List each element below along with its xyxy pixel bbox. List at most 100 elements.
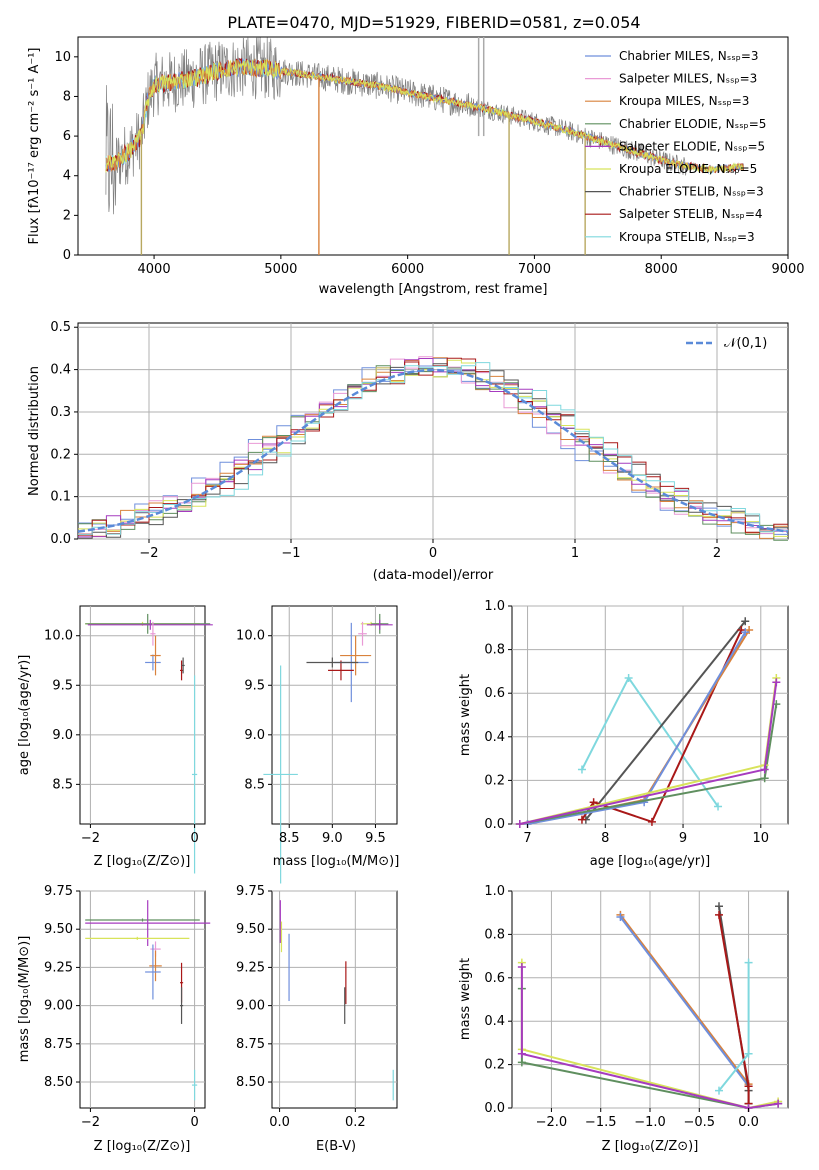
y-tick-label: 9.25 [44, 960, 73, 975]
age-vs-z-ylabel: age [log₁₀(age/yr)] [17, 655, 32, 776]
y-tick-label: 9.00 [236, 999, 265, 1014]
y-tick-label: 8.5 [244, 777, 265, 792]
legend-label-salpeter-miles: Salpeter MILES, Nₛₛₚ=3 [619, 72, 757, 86]
mass-weight-marker [714, 802, 723, 811]
x-tick-label: 0.2 [345, 1115, 366, 1130]
residual-xlabel: (data-model)/error [373, 568, 494, 583]
y-tick-label: 0.6 [484, 686, 505, 701]
mass-weight-marker [589, 798, 598, 807]
residual-ylabel: Normed distribution [27, 366, 42, 496]
y-tick-label: 0.4 [50, 363, 71, 378]
legend-label-chabrier-miles: Chabrier MILES, Nₛₛₚ=3 [619, 49, 759, 63]
age-vs-mass-panel: 8.5 9.0 9.5 8.5 9.0 9.5 10.0 mass [log₁₀(M/M⊙)… [236, 605, 400, 884]
mass-weight-marker [772, 678, 781, 687]
x-tick-label: −2 [81, 1115, 100, 1130]
y-tick-label: 10 [54, 50, 71, 65]
legend-label-kroupa-elodie: Kroupa ELODIE, Nₛₛₚ=5 [619, 162, 757, 176]
mass-vs-z-panel: −2 0 8.50 8.75 9.00 9.25 9.50 9.75 Z [log₁₀(Z/Z… [17, 884, 211, 1154]
legend-label-salpeter-elodie: Salpeter ELODIE, Nₛₛₚ=5 [619, 139, 765, 153]
y-tick-label: 10.0 [236, 629, 265, 644]
normal-curve [77, 368, 789, 533]
mass-weight-marker [715, 910, 723, 919]
mass-weight-line-kroupa-miles [619, 914, 750, 1085]
mass-weight-marker [647, 817, 656, 826]
y-tick-label: 0.4 [484, 1014, 505, 1029]
mass-weight-marker [744, 1082, 753, 1091]
mass-weight-line-kroupa-stelib [581, 675, 719, 808]
age-vs-mass-xlabel: mass [log₁₀(M/M⊙)] [273, 854, 400, 869]
mass-weight-vs-z-panel: −2.0 −1.5 −1.0 −0.5 0.0 0.0 0.2 0.4 0.6 0.8 1.0 Z … [458, 884, 789, 1154]
y-tick-label: 8.5 [52, 777, 73, 792]
mass-weight-marker [744, 958, 753, 967]
mass-weight-vs-age-panel: 7 8 9 10 0.0 0.2 0.4 0.6 0.8 1.0 age [log₁₀(age/y… [458, 599, 789, 869]
mass-weight-marker [577, 815, 586, 824]
x-tick-label: −2 [139, 546, 158, 561]
normal-legend-label: 𝒩(0,1) [724, 336, 767, 351]
x-tick-label: −2 [81, 831, 100, 846]
x-tick-label: 8000 [645, 262, 678, 277]
y-tick-label: 9.5 [52, 678, 73, 693]
mass-weight-marker [715, 902, 723, 911]
residual-panel: −2 −1 0 1 2 0.0 0.1 0.2 0.3 0.4 0.5 𝒩(0,1) (data-m… [27, 320, 789, 583]
mass-weight-marker [517, 1049, 526, 1058]
y-tick-label: 2 [63, 208, 71, 223]
spectrum-legend: Chabrier MILES, Nₛₛₚ=3 Salpeter MILES, Nₛ… [585, 49, 766, 244]
spectrum-panel: 4000 5000 6000 7000 8000 9000 0 2 4 6 8 10 Chabrier… [27, 36, 805, 297]
mass-vs-z-ylabel: mass [log₁₀(M/M⊙)] [17, 936, 32, 1063]
observed-spectrum-line [105, 37, 687, 215]
mass-weight-marker [517, 1058, 526, 1067]
mass-weight-line-salpeter-elodie [520, 967, 779, 1110]
mass-vs-ebv-xlabel: E(B-V) [316, 1139, 356, 1154]
mass-weight-line-salpeter-stelib [718, 914, 750, 1104]
x-tick-label: 6000 [391, 262, 424, 277]
x-tick-label: −1.0 [634, 1115, 666, 1130]
y-tick-label: 0.8 [484, 643, 505, 658]
mass-vs-ebv-axes-frame [271, 890, 398, 1109]
legend-label-chabrier-stelib: Chabrier STELIB, Nₛₛₚ=3 [619, 185, 764, 199]
residual-histogram-kroupa-stelib [78, 362, 788, 535]
y-tick-label: 6 [63, 129, 71, 144]
spectrum-xlabel: wavelength [Angstrom, rest frame] [319, 282, 548, 297]
mass-weight-marker [741, 628, 750, 637]
mass-weight-line-chabrier-elodie [519, 703, 778, 825]
x-tick-label: −1.5 [585, 1115, 617, 1130]
mass-weight-line-kroupa-stelib [718, 962, 750, 1092]
mass-weight-marker [616, 913, 625, 922]
legend-label-kroupa-stelib: Kroupa STELIB, Nₛₛₚ=3 [619, 230, 755, 244]
spectrum-title: PLATE=0470, MJD=51929, FIBERID=0581, z=0… [227, 13, 640, 32]
legend-label-kroupa-miles: Kroupa MILES, Nₛₛₚ=3 [619, 94, 749, 108]
x-tick-label: 2 [713, 546, 721, 561]
mass-weight-marker [741, 617, 750, 626]
mass-weight-marker [744, 1049, 753, 1058]
mass-weight-marker [715, 1086, 723, 1095]
mass-weight-marker [515, 820, 524, 828]
mass-weight-marker [624, 673, 633, 682]
x-tick-label: 7000 [518, 262, 551, 277]
y-tick-label: 0.0 [50, 532, 71, 547]
x-tick-label: 8.5 [279, 831, 300, 846]
x-tick-label: 9000 [771, 262, 804, 277]
x-tick-label: 4000 [138, 262, 171, 277]
y-tick-label: 1.0 [484, 884, 505, 899]
y-tick-label: 0.4 [484, 730, 505, 745]
y-tick-label: 8 [63, 89, 71, 104]
y-tick-label: 0.1 [50, 490, 71, 505]
x-tick-label: 0 [190, 831, 198, 846]
y-tick-label: 4 [63, 169, 71, 184]
age-vs-mass-axes-frame [271, 605, 398, 825]
x-tick-label: 0 [429, 546, 437, 561]
y-tick-label: 0.0 [484, 817, 505, 832]
residual-legend: 𝒩(0,1) [686, 336, 767, 351]
y-tick-label: 8.75 [236, 1037, 265, 1052]
y-tick-label: 8.75 [44, 1037, 73, 1052]
y-tick-label: 9.75 [236, 884, 265, 899]
spectrum-ylabel: Flux [fλ10⁻¹⁷ erg cm⁻² s⁻¹ A⁻¹] [27, 48, 42, 245]
y-tick-label: 0.6 [484, 971, 505, 986]
mass-weight-vs-z-xlabel: Z [log₁₀(Z/Z⊙)] [602, 1139, 699, 1154]
age-vs-z-axes-frame [79, 605, 206, 825]
mass-weight-vs-age-ylabel: mass weight [458, 674, 473, 756]
mass-weight-vs-z-ylabel: mass weight [458, 958, 473, 1040]
y-tick-label: 0.8 [484, 927, 505, 942]
y-tick-label: 9.5 [244, 678, 265, 693]
age-vs-z-xlabel: Z [log₁₀(Z/Z⊙)] [94, 854, 191, 869]
